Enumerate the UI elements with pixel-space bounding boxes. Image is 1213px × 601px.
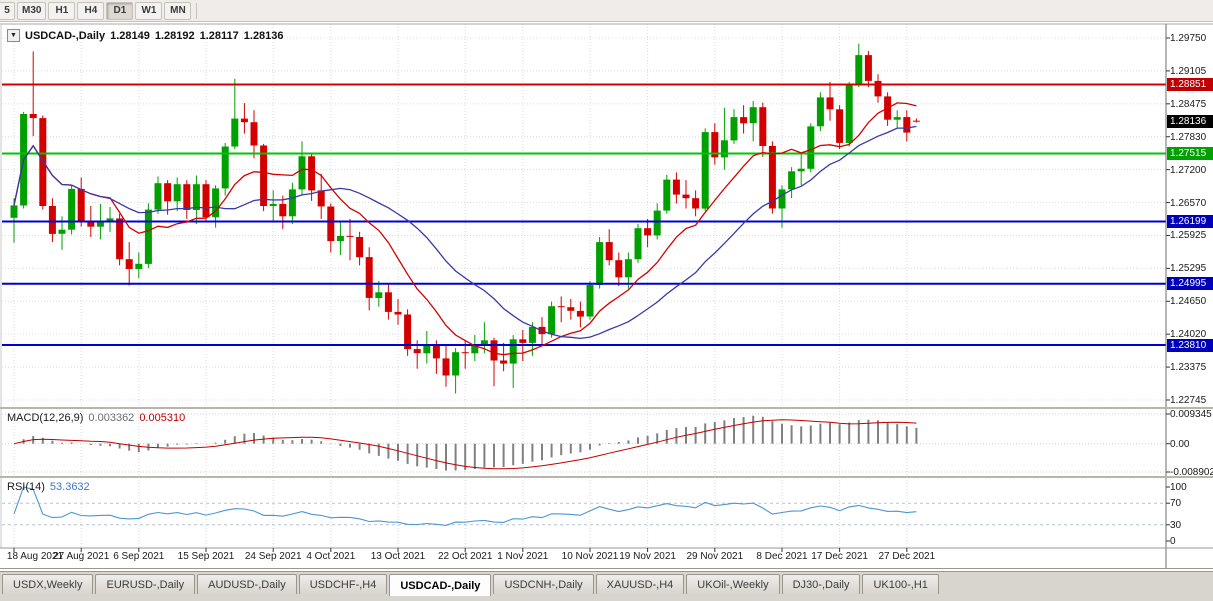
time-axis-label: 6 Sep 2021: [113, 551, 165, 562]
candlesticks-layer: [10, 43, 920, 394]
time-axis-label: 19 Nov 2021: [619, 551, 676, 562]
time-axis-label: 4 Oct 2021: [306, 551, 356, 562]
time-axis-label: 13 Oct 2021: [370, 551, 426, 562]
time-axis-label: 17 Dec 2021: [811, 551, 868, 562]
chart-tab-eurusd-daily[interactable]: EURUSD-,Daily: [95, 574, 196, 594]
rsi-indicator-label: RSI(14) 53.3632: [7, 481, 90, 493]
price-axis-label: 1.24020: [1170, 329, 1207, 341]
time-axis-label: 29 Nov 2021: [686, 551, 744, 562]
price-axis-label: 1.27830: [1170, 131, 1207, 143]
ohlc-open-value: 1.28149: [110, 29, 150, 42]
chart-tab-usdchf-h4[interactable]: USDCHF-,H4: [298, 574, 388, 594]
timeframe-button-mn[interactable]: MN: [164, 1, 192, 20]
timeframe-toolbar: 5 M30 H1 H4 D1 W1 MN: [0, 0, 1213, 22]
time-axis-label: 1 Nov 2021: [497, 551, 549, 562]
macd-signal-value: 0.005310: [139, 412, 186, 424]
macd-name: MACD(12,26,9): [7, 412, 84, 424]
price-axis-label: 1.26570: [1170, 197, 1207, 209]
rsi-value: 53.3632: [49, 481, 90, 493]
ohlc-low-value: 1.28117: [199, 29, 239, 42]
timeframe-button-5[interactable]: 5: [0, 1, 15, 20]
price-chart-canvas[interactable]: [0, 22, 1213, 571]
chart-tab-usdx-weekly[interactable]: USDX,Weekly: [2, 574, 94, 594]
macd-main-value: 0.003362: [88, 412, 135, 424]
timeframe-button-h4[interactable]: H4: [77, 1, 105, 20]
macd-axis-label: -0.008902: [1170, 467, 1213, 478]
time-axis-label: 10 Nov 2021: [561, 551, 619, 562]
quick-trade-dropdown-icon[interactable]: ▼: [7, 29, 20, 42]
chart-symbol-period-label: USDCAD-,Daily: [25, 29, 106, 42]
chart-tab-usdcad-daily[interactable]: USDCAD-,Daily: [389, 574, 492, 596]
timeframe-button-m30[interactable]: M30: [17, 1, 47, 20]
timeframe-button-w1[interactable]: W1: [135, 1, 163, 20]
toolbar-separator: [196, 2, 198, 19]
rsi-name: RSI(14): [7, 481, 45, 493]
ohlc-close-value: 1.28136: [243, 29, 284, 42]
macd-axis-label: 0.00: [1170, 438, 1190, 450]
level-price-tag: 1.24995: [1167, 277, 1213, 291]
timeframe-button-d1[interactable]: D1: [106, 1, 134, 20]
ohlc-high-value: 1.28192: [154, 29, 195, 42]
timeframe-button-h1[interactable]: H1: [48, 1, 76, 20]
price-axis-label: 1.29105: [1170, 65, 1207, 77]
time-axis-label: 27 Aug 2021: [53, 551, 110, 562]
rsi-axis-label: 0: [1170, 536, 1176, 547]
current-price-tag: 1.28136: [1167, 114, 1213, 128]
level-price-tag: 1.26199: [1167, 215, 1213, 228]
time-axis-label: 15 Sep 2021: [177, 551, 235, 562]
level-price-tag: 1.23810: [1167, 338, 1213, 352]
price-axis-label: 1.25925: [1170, 230, 1207, 242]
macd-histogram: [22, 415, 918, 471]
price-axis-label: 1.24650: [1170, 296, 1207, 308]
chart-tab-uk100-h1[interactable]: UK100-,H1: [862, 574, 939, 594]
price-axis-label: 1.23375: [1170, 362, 1207, 374]
ma-fast-line: [13, 102, 917, 356]
ma-slow-line: [13, 125, 917, 340]
rsi-axis-label: 70: [1170, 498, 1182, 510]
macd-indicator-label: MACD(12,26,9) 0.003362 0.005310: [7, 412, 185, 424]
macd-signal-line: [13, 419, 917, 470]
chart-title-overlay: ▼ USDCAD-,Daily 1.28149 1.28192 1.28117 …: [7, 29, 284, 42]
chart-tab-audusd-daily[interactable]: AUDUSD-,Daily: [197, 574, 297, 594]
chart-tab-ukoil-weekly[interactable]: UKOil-,Weekly: [686, 574, 780, 594]
chart-tabs-bar: USDX,Weekly EURUSD-,Daily AUDUSD-,Daily USD…: [0, 571, 1213, 601]
chart-tab-xauusd-h4[interactable]: XAUUSD-,H4: [595, 574, 685, 594]
level-price-tag: 1.28851: [1167, 78, 1213, 91]
chart-tab-dj30-daily[interactable]: DJ30-,Daily: [781, 574, 861, 594]
rsi-line: [13, 486, 917, 526]
level-lines-layer: [2, 83, 1166, 346]
rsi-axis-label: 100: [1170, 482, 1187, 493]
time-axis-label: 8 Dec 2021: [756, 551, 808, 562]
price-axis-label: 1.25295: [1170, 263, 1207, 275]
level-price-tag: 1.27515: [1167, 147, 1213, 160]
price-axis-label: 1.29750: [1170, 33, 1207, 44]
time-axis-label: 18 Aug 2021: [6, 551, 64, 562]
rsi-axis-label: 30: [1170, 519, 1182, 531]
time-axis-label: 24 Sep 2021: [244, 551, 302, 562]
price-axis-label: 1.22745: [1170, 395, 1207, 406]
macd-axis-label: 0.009345: [1170, 409, 1212, 420]
time-axis-label: 22 Oct 2021: [437, 551, 493, 562]
chart-area: ▼ USDCAD-,Daily 1.28149 1.28192 1.28117 …: [0, 22, 1213, 571]
time-axis-label: 27 Dec 2021: [878, 551, 936, 562]
borders-layer: [0, 23, 1213, 569]
price-axis-label: 1.28475: [1170, 98, 1207, 110]
grid-layer: [2, 24, 1166, 548]
price-axis-label: 1.27200: [1170, 164, 1207, 176]
chart-tab-usdcnh-daily[interactable]: USDCNH-,Daily: [493, 574, 594, 594]
